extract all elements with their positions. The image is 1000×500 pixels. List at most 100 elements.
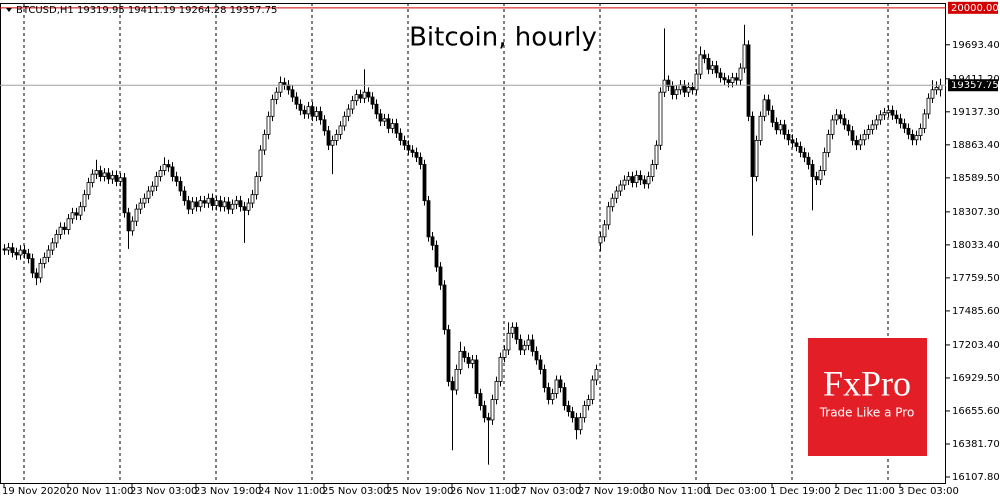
candle-body [714, 65, 719, 74]
candle-body [686, 86, 691, 93]
candle-body [642, 179, 647, 185]
candle-body [266, 115, 271, 135]
candle-body [582, 405, 587, 419]
candle-body [638, 174, 643, 181]
candle-body [90, 173, 95, 184]
candle-body [94, 170, 99, 175]
price-label-box [948, 1, 998, 14]
candle-body [634, 174, 639, 184]
candle-body [238, 200, 243, 208]
candle-body [858, 139, 863, 146]
candle-body [26, 253, 31, 259]
y-tick-label: 16381.70 [952, 439, 1000, 450]
candle-body [734, 77, 739, 81]
candle-body [330, 140, 335, 146]
candle-body [190, 201, 195, 210]
candle-body [194, 201, 199, 208]
candle-body [478, 393, 483, 407]
candle-body [326, 130, 331, 146]
candle-body [718, 72, 723, 79]
candle-body [50, 242, 55, 251]
candle-body [278, 82, 283, 93]
candle-body [346, 108, 351, 117]
candle-body [554, 379, 559, 394]
candle-body [338, 125, 343, 135]
candle-body [562, 387, 567, 407]
candle-body [130, 220, 135, 232]
candle-body [558, 379, 563, 388]
candle-body [294, 96, 299, 105]
x-tick-label: 27 Nov 03:00 [514, 486, 581, 497]
candle-body [470, 359, 475, 364]
candle-body [206, 197, 211, 204]
candle-body [786, 133, 791, 141]
candle-body [722, 77, 727, 81]
candle-body [30, 258, 35, 274]
candle-body [34, 272, 39, 279]
candle-body [874, 119, 879, 126]
candle-body [442, 284, 447, 331]
candle-body [222, 201, 227, 208]
candle-body [846, 124, 851, 132]
candle-body [506, 332, 511, 351]
candle-body [454, 369, 459, 391]
candle-body [690, 86, 695, 91]
candle-body [134, 208, 139, 222]
candle-body [10, 247, 15, 253]
candle-body [310, 106, 315, 117]
candle-body [386, 118, 391, 129]
candle-body [726, 79, 731, 83]
plot-frame [0, 3, 946, 484]
candle-body [466, 356, 471, 364]
candle-body [422, 164, 427, 202]
candle-body [670, 85, 675, 96]
candle-body [318, 111, 323, 121]
candle-body [474, 359, 479, 394]
candle-body [158, 170, 163, 177]
candle-body [838, 114, 843, 120]
candle-body [450, 381, 455, 391]
candle-body [226, 201, 231, 210]
x-tick-label: 23 Nov 03:00 [130, 486, 197, 497]
candle-body [374, 103, 379, 115]
y-tick-label: 16107.80 [952, 472, 1000, 483]
candle-body [154, 176, 159, 187]
candle-body [6, 247, 11, 251]
candle-body [54, 234, 59, 244]
candle-body [74, 212, 79, 216]
candle-body [698, 54, 703, 75]
candle-body [902, 123, 907, 129]
y-tick-label: 16929.50 [952, 373, 1000, 384]
candle-body [490, 399, 495, 421]
candle-body [378, 113, 383, 122]
y-tick-label: 17759.50 [952, 273, 1000, 284]
candle-body [274, 91, 279, 100]
candle-body [738, 67, 743, 81]
candle-body [530, 339, 535, 352]
candle-body [746, 44, 751, 117]
candle-body [674, 89, 679, 96]
candle-body [214, 200, 219, 206]
candle-body [618, 184, 623, 192]
candle-body [834, 114, 839, 121]
candle-body [198, 200, 203, 208]
candle-body [122, 177, 127, 214]
candle-body [854, 140, 859, 146]
candle-body [258, 149, 263, 177]
x-tick-label: 3 Dec 03:00 [898, 486, 959, 497]
candle-body [694, 73, 699, 91]
candle-body [358, 94, 363, 99]
candle-body [930, 89, 935, 99]
candle-body [526, 339, 531, 346]
candle-body [138, 202, 143, 210]
candle-body [430, 236, 435, 246]
candle-body [438, 266, 443, 286]
candle-body [914, 135, 919, 141]
candle-body [110, 174, 115, 180]
candle-body [398, 132, 403, 141]
candle-body [546, 387, 551, 400]
y-tick-label: 18863.40 [952, 140, 1000, 151]
candle-body [538, 359, 543, 370]
candle-body [410, 149, 415, 153]
candle-body [622, 179, 627, 186]
